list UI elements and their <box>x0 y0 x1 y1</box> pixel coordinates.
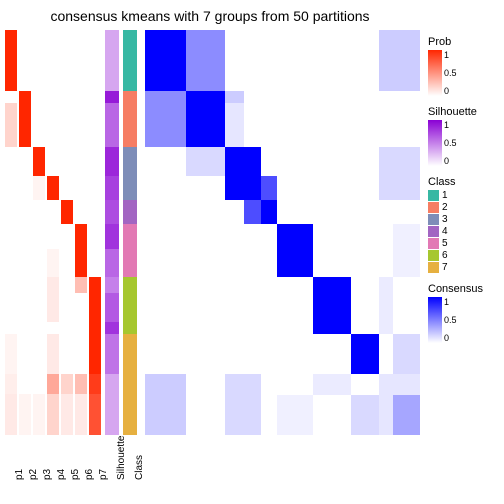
legends-panel: Prob10.50 Silhouette10.50 Class1234567 Cons… <box>428 36 500 353</box>
prob-column <box>75 30 87 435</box>
x-label: p2 <box>28 469 39 480</box>
legend-class: Class1234567 <box>428 176 500 273</box>
prob-column <box>19 30 31 435</box>
x-label: Silhouette <box>116 436 127 480</box>
prob-column <box>89 30 101 435</box>
class-column <box>123 30 137 435</box>
plot-area <box>5 30 420 435</box>
consensus-heatmap <box>145 30 420 435</box>
x-label: p3 <box>42 469 53 480</box>
prob-column <box>33 30 45 435</box>
x-label: p4 <box>56 469 67 480</box>
x-label: p5 <box>70 469 81 480</box>
x-label: p7 <box>98 469 109 480</box>
x-label: p1 <box>14 469 25 480</box>
chart-title: consensus kmeans with 7 groups from 50 p… <box>0 8 420 24</box>
silhouette-column <box>105 30 119 435</box>
x-label: p6 <box>84 469 95 480</box>
legend-consensus: Consensus10.50 <box>428 283 500 343</box>
legend-prob: Prob10.50 <box>428 36 500 96</box>
prob-column <box>5 30 17 435</box>
prob-column <box>61 30 73 435</box>
prob-column <box>47 30 59 435</box>
x-label: Class <box>134 455 145 480</box>
legend-silhouette: Silhouette10.50 <box>428 106 500 166</box>
